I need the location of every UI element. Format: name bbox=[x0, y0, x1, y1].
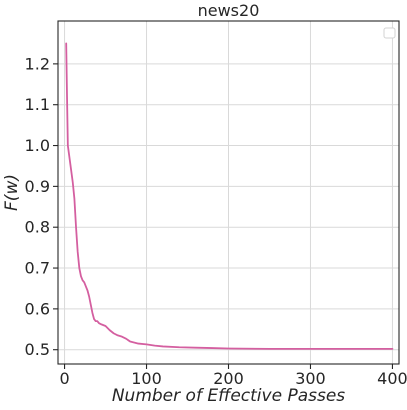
y-tick-label: 1.0 bbox=[25, 136, 50, 155]
y-tick-label: 1.1 bbox=[25, 95, 50, 114]
grid bbox=[58, 21, 399, 364]
y-tick-label: 0.7 bbox=[25, 259, 50, 278]
y-tick-label: 1.2 bbox=[25, 54, 50, 73]
y-axis-label: F(w) bbox=[2, 174, 22, 211]
x-tick-label: 400 bbox=[377, 369, 407, 388]
x-tick-label: 0 bbox=[59, 369, 69, 388]
x-tick-label: 200 bbox=[213, 369, 244, 388]
y-tick-label: 0.8 bbox=[25, 218, 50, 237]
ticks: 0 100 200 300 400 0.5 0.6 0.7 0.8 0.9 1.0 1.1 1.2 bbox=[25, 54, 407, 388]
x-tick-label: 100 bbox=[131, 369, 162, 388]
x-axis-label: Number of Effective Passes bbox=[112, 386, 345, 406]
y-tick-label: 0.9 bbox=[25, 177, 50, 196]
chart-title: news20 bbox=[198, 1, 260, 20]
y-tick-label: 0.5 bbox=[25, 340, 50, 359]
series-layer bbox=[65, 42, 394, 350]
x-tick-label: 300 bbox=[295, 369, 326, 388]
series-line bbox=[65, 42, 394, 350]
legend-box bbox=[383, 27, 396, 39]
y-tick-label: 0.6 bbox=[25, 299, 50, 318]
